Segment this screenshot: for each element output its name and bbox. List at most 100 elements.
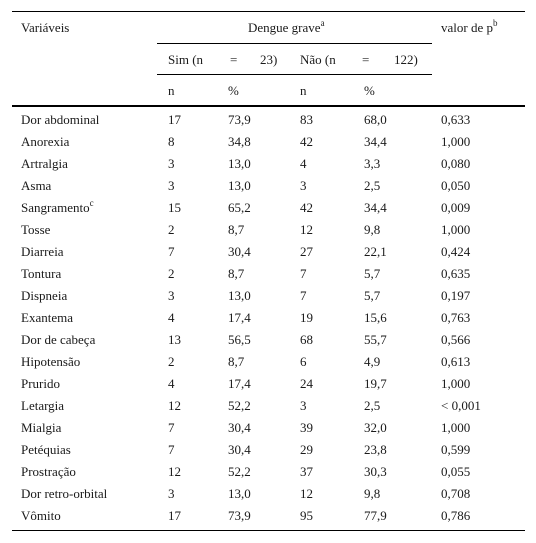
cell-pct-yes: 13,0 <box>228 486 251 501</box>
cell-p-value: 0,424 <box>441 244 471 259</box>
variable-label: Petéquias <box>21 442 71 457</box>
cell-p-value: 0,009 <box>441 200 471 215</box>
cell-pct-no: 2,5 <box>364 178 381 193</box>
cell-n-no: 3 <box>300 398 307 413</box>
cell-n-yes: 2 <box>168 266 175 281</box>
header-no-eq: = <box>362 52 370 67</box>
cell-n-no: 6 <box>300 354 307 369</box>
cell-pct-no: 34,4 <box>364 200 387 215</box>
cell-pct-yes: 13,0 <box>228 288 251 303</box>
cell-n-yes: 12 <box>168 464 181 479</box>
cell-n-no: 37 <box>300 464 313 479</box>
cell-variable: Dor retro-orbital <box>21 486 107 501</box>
cell-p-value: 0,786 <box>441 508 471 523</box>
cell-p-value: 0,055 <box>441 464 471 479</box>
cell-n-yes: 13 <box>168 332 181 347</box>
cell-variable: Dispneia <box>21 288 67 303</box>
cell-n-yes: 7 <box>168 420 175 435</box>
variable-label: Asma <box>21 178 52 193</box>
cell-n-no: 12 <box>300 222 313 237</box>
cell-pct-no: 30,3 <box>364 464 387 479</box>
variable-label: Hipotensão <box>21 354 81 369</box>
cell-n-no: 3 <box>300 178 307 193</box>
cell-p-value: < 0,001 <box>441 398 481 413</box>
header-no-n: 122) <box>394 52 418 67</box>
cell-n-yes: 3 <box>168 178 175 193</box>
header-bottom-rule <box>12 105 525 107</box>
cell-pct-yes: 8,7 <box>228 222 245 237</box>
header-yes-n: 23) <box>260 52 278 67</box>
cell-n-no: 24 <box>300 376 313 391</box>
variable-label: Artralgia <box>21 156 68 171</box>
cell-variable: Dor abdominal <box>21 112 99 127</box>
cell-n-yes: 17 <box>168 508 181 523</box>
cell-pct-no: 4,9 <box>364 354 381 369</box>
cell-pct-yes: 52,2 <box>228 398 251 413</box>
variable-label: Letargia <box>21 398 65 413</box>
subgroup-header-rule <box>157 74 432 75</box>
variable-label: Dor abdominal <box>21 112 100 127</box>
variable-label: Vômito <box>21 508 61 523</box>
cell-p-value: 0,566 <box>441 332 471 347</box>
cell-n-yes: 2 <box>168 222 175 237</box>
variable-sup: c <box>89 197 94 208</box>
cell-pct-yes: 8,7 <box>228 354 245 369</box>
cell-pct-yes: 30,4 <box>228 442 251 457</box>
cell-p-value: 1,000 <box>441 222 471 237</box>
cell-n-no: 7 <box>300 266 307 281</box>
cell-n-no: 4 <box>300 156 307 171</box>
cell-variable: Petéquias <box>21 442 71 457</box>
cell-pct-yes: 17,4 <box>228 376 251 391</box>
variable-label: Sangramento <box>21 200 90 215</box>
cell-n-yes: 7 <box>168 244 175 259</box>
cell-pct-no: 5,7 <box>364 288 381 303</box>
cell-pct-no: 77,9 <box>364 508 387 523</box>
cell-n-no: 42 <box>300 134 313 149</box>
variable-label: Prostração <box>21 464 76 479</box>
cell-n-no: 83 <box>300 112 313 127</box>
header-variables: Variáveis <box>21 20 70 35</box>
cell-pct-no: 5,7 <box>364 266 381 281</box>
cell-n-no: 42 <box>300 200 313 215</box>
cell-n-yes: 3 <box>168 486 175 501</box>
cell-n-yes: 7 <box>168 442 175 457</box>
cell-p-value: 1,000 <box>441 376 471 391</box>
cell-n-yes: 12 <box>168 398 181 413</box>
header-yes-label: Sim (n <box>168 52 204 67</box>
cell-variable: Diarreia <box>21 244 64 259</box>
cell-variable: Artralgia <box>21 156 68 171</box>
cell-n-yes: 15 <box>168 200 181 215</box>
pvalue-text: valor de p <box>441 20 493 35</box>
cell-pct-yes: 13,0 <box>228 178 251 193</box>
cell-pct-yes: 17,4 <box>228 310 251 325</box>
variable-label: Diarreia <box>21 244 64 259</box>
variable-label: Exantema <box>21 310 73 325</box>
cell-variable: Mialgia <box>21 420 61 435</box>
table-top-rule <box>12 11 525 12</box>
cell-variable: Vômito <box>21 508 61 523</box>
group-header-rule <box>157 43 432 44</box>
table-bottom-rule <box>12 530 525 531</box>
cell-variable: Sangramentoc <box>21 197 94 215</box>
cell-pct-yes: 8,7 <box>228 266 245 281</box>
cell-n-no: 95 <box>300 508 313 523</box>
cell-p-value: 0,633 <box>441 112 471 127</box>
cell-n-no: 27 <box>300 244 313 259</box>
cell-pct-yes: 56,5 <box>228 332 251 347</box>
cell-pct-no: 19,7 <box>364 376 387 391</box>
cell-n-no: 12 <box>300 486 313 501</box>
cell-pct-yes: 52,2 <box>228 464 251 479</box>
cell-pct-yes: 34,8 <box>228 134 251 149</box>
group-title-sup: a <box>320 17 325 28</box>
cell-pct-no: 68,0 <box>364 112 387 127</box>
cell-pct-no: 55,7 <box>364 332 387 347</box>
cell-pct-no: 15,6 <box>364 310 387 325</box>
cell-variable: Tosse <box>21 222 50 237</box>
cell-n-no: 68 <box>300 332 313 347</box>
cell-pct-yes: 65,2 <box>228 200 251 215</box>
cell-variable: Prostração <box>21 464 76 479</box>
cell-p-value: 0,708 <box>441 486 471 501</box>
cell-pct-no: 22,1 <box>364 244 387 259</box>
variable-label: Prurido <box>21 376 60 391</box>
variable-label: Dispneia <box>21 288 68 303</box>
